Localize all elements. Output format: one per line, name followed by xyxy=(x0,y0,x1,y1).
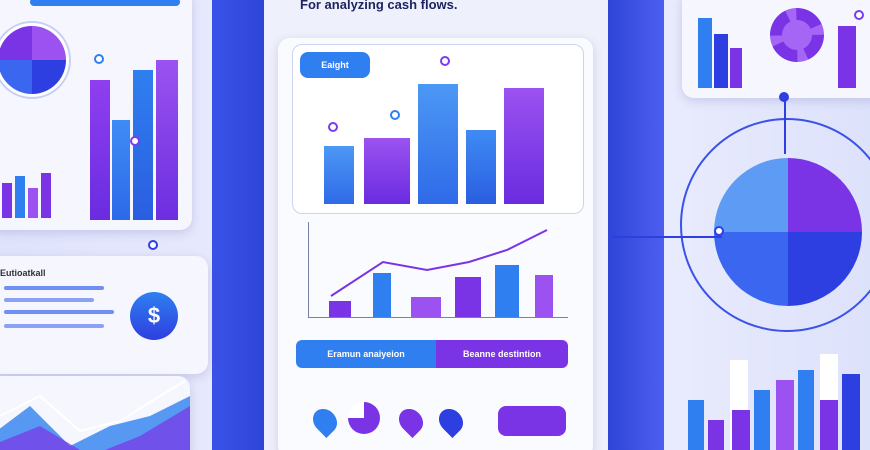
bar xyxy=(90,80,110,220)
right-bar-chart xyxy=(680,350,870,450)
balance-destination-button[interactable]: Beanne destintion xyxy=(436,340,568,368)
bar xyxy=(455,277,481,317)
bar xyxy=(466,130,496,204)
bar-chart xyxy=(78,30,188,220)
menu-button[interactable] xyxy=(498,406,566,436)
page-tagline: For analyzing cash flows. xyxy=(300,0,458,12)
left-chart-panel xyxy=(0,0,192,230)
card-heading: Eutioatkall xyxy=(0,268,46,278)
right-top-panel xyxy=(682,0,870,98)
text-line xyxy=(4,310,114,314)
text-line xyxy=(4,324,104,328)
left-info-card: Eutioatkall $ xyxy=(0,256,208,374)
bar xyxy=(820,400,838,450)
bar xyxy=(156,60,178,220)
map-pin-icon xyxy=(434,404,468,438)
map-pin-icon xyxy=(854,10,864,20)
text-line xyxy=(4,298,94,302)
top-accent-bar xyxy=(30,0,180,6)
trend-line xyxy=(330,229,548,297)
cash-analysis-button[interactable]: Eramun anaiyeion xyxy=(296,340,436,368)
map-pin-icon xyxy=(308,404,342,438)
blue-divider-right xyxy=(608,0,666,450)
bottom-chart xyxy=(308,222,568,318)
connector-line xyxy=(784,98,786,154)
currency-symbol: $ xyxy=(147,303,161,328)
bar xyxy=(754,390,770,450)
bar xyxy=(495,265,519,317)
map-pin-icon xyxy=(148,240,158,250)
map-pin-icon xyxy=(394,404,428,438)
map-pin-icon xyxy=(390,110,400,120)
line-chart-icon xyxy=(0,380,190,450)
bar xyxy=(838,26,856,88)
bar-chart-icon xyxy=(698,10,742,88)
center-panel: Eaight Eramun anaiyeion Beanne destintio… xyxy=(278,38,593,450)
bar xyxy=(41,173,51,218)
pie-ring xyxy=(680,118,870,332)
pie-chart-icon xyxy=(0,21,71,99)
bar xyxy=(411,297,441,317)
pie-chart-icon xyxy=(348,402,380,434)
bar xyxy=(504,88,544,204)
mini-bars xyxy=(2,170,62,218)
map-pin-icon xyxy=(130,136,140,146)
bar xyxy=(688,400,704,450)
bar xyxy=(418,84,458,204)
bar xyxy=(324,146,354,204)
bar xyxy=(329,301,351,317)
bar xyxy=(133,70,153,220)
bar xyxy=(535,275,553,317)
bar xyxy=(708,420,724,450)
bar xyxy=(112,120,130,220)
bar xyxy=(698,18,712,88)
bar xyxy=(714,34,728,88)
bar xyxy=(28,188,38,218)
dollar-icon: $ xyxy=(130,292,178,340)
map-pin-icon xyxy=(328,122,338,132)
bar xyxy=(776,380,794,450)
bar xyxy=(730,48,742,88)
bar xyxy=(842,374,860,450)
left-line-chart xyxy=(0,376,190,450)
map-pin-icon xyxy=(779,92,789,102)
gear-icon xyxy=(770,8,824,62)
bar xyxy=(798,370,814,450)
top-chart-label: Eaight xyxy=(300,52,370,78)
map-pin-icon xyxy=(714,226,724,236)
top-bar-chart xyxy=(318,78,568,204)
bar xyxy=(732,410,750,450)
bar xyxy=(15,176,25,218)
bar xyxy=(373,273,391,317)
pie-chart xyxy=(714,158,862,306)
blue-divider xyxy=(212,0,264,450)
bar xyxy=(364,138,410,204)
text-line xyxy=(4,286,104,290)
map-pin-icon xyxy=(94,54,104,64)
connector-line xyxy=(612,236,722,238)
bar xyxy=(2,183,12,218)
map-pin-icon xyxy=(440,56,450,66)
